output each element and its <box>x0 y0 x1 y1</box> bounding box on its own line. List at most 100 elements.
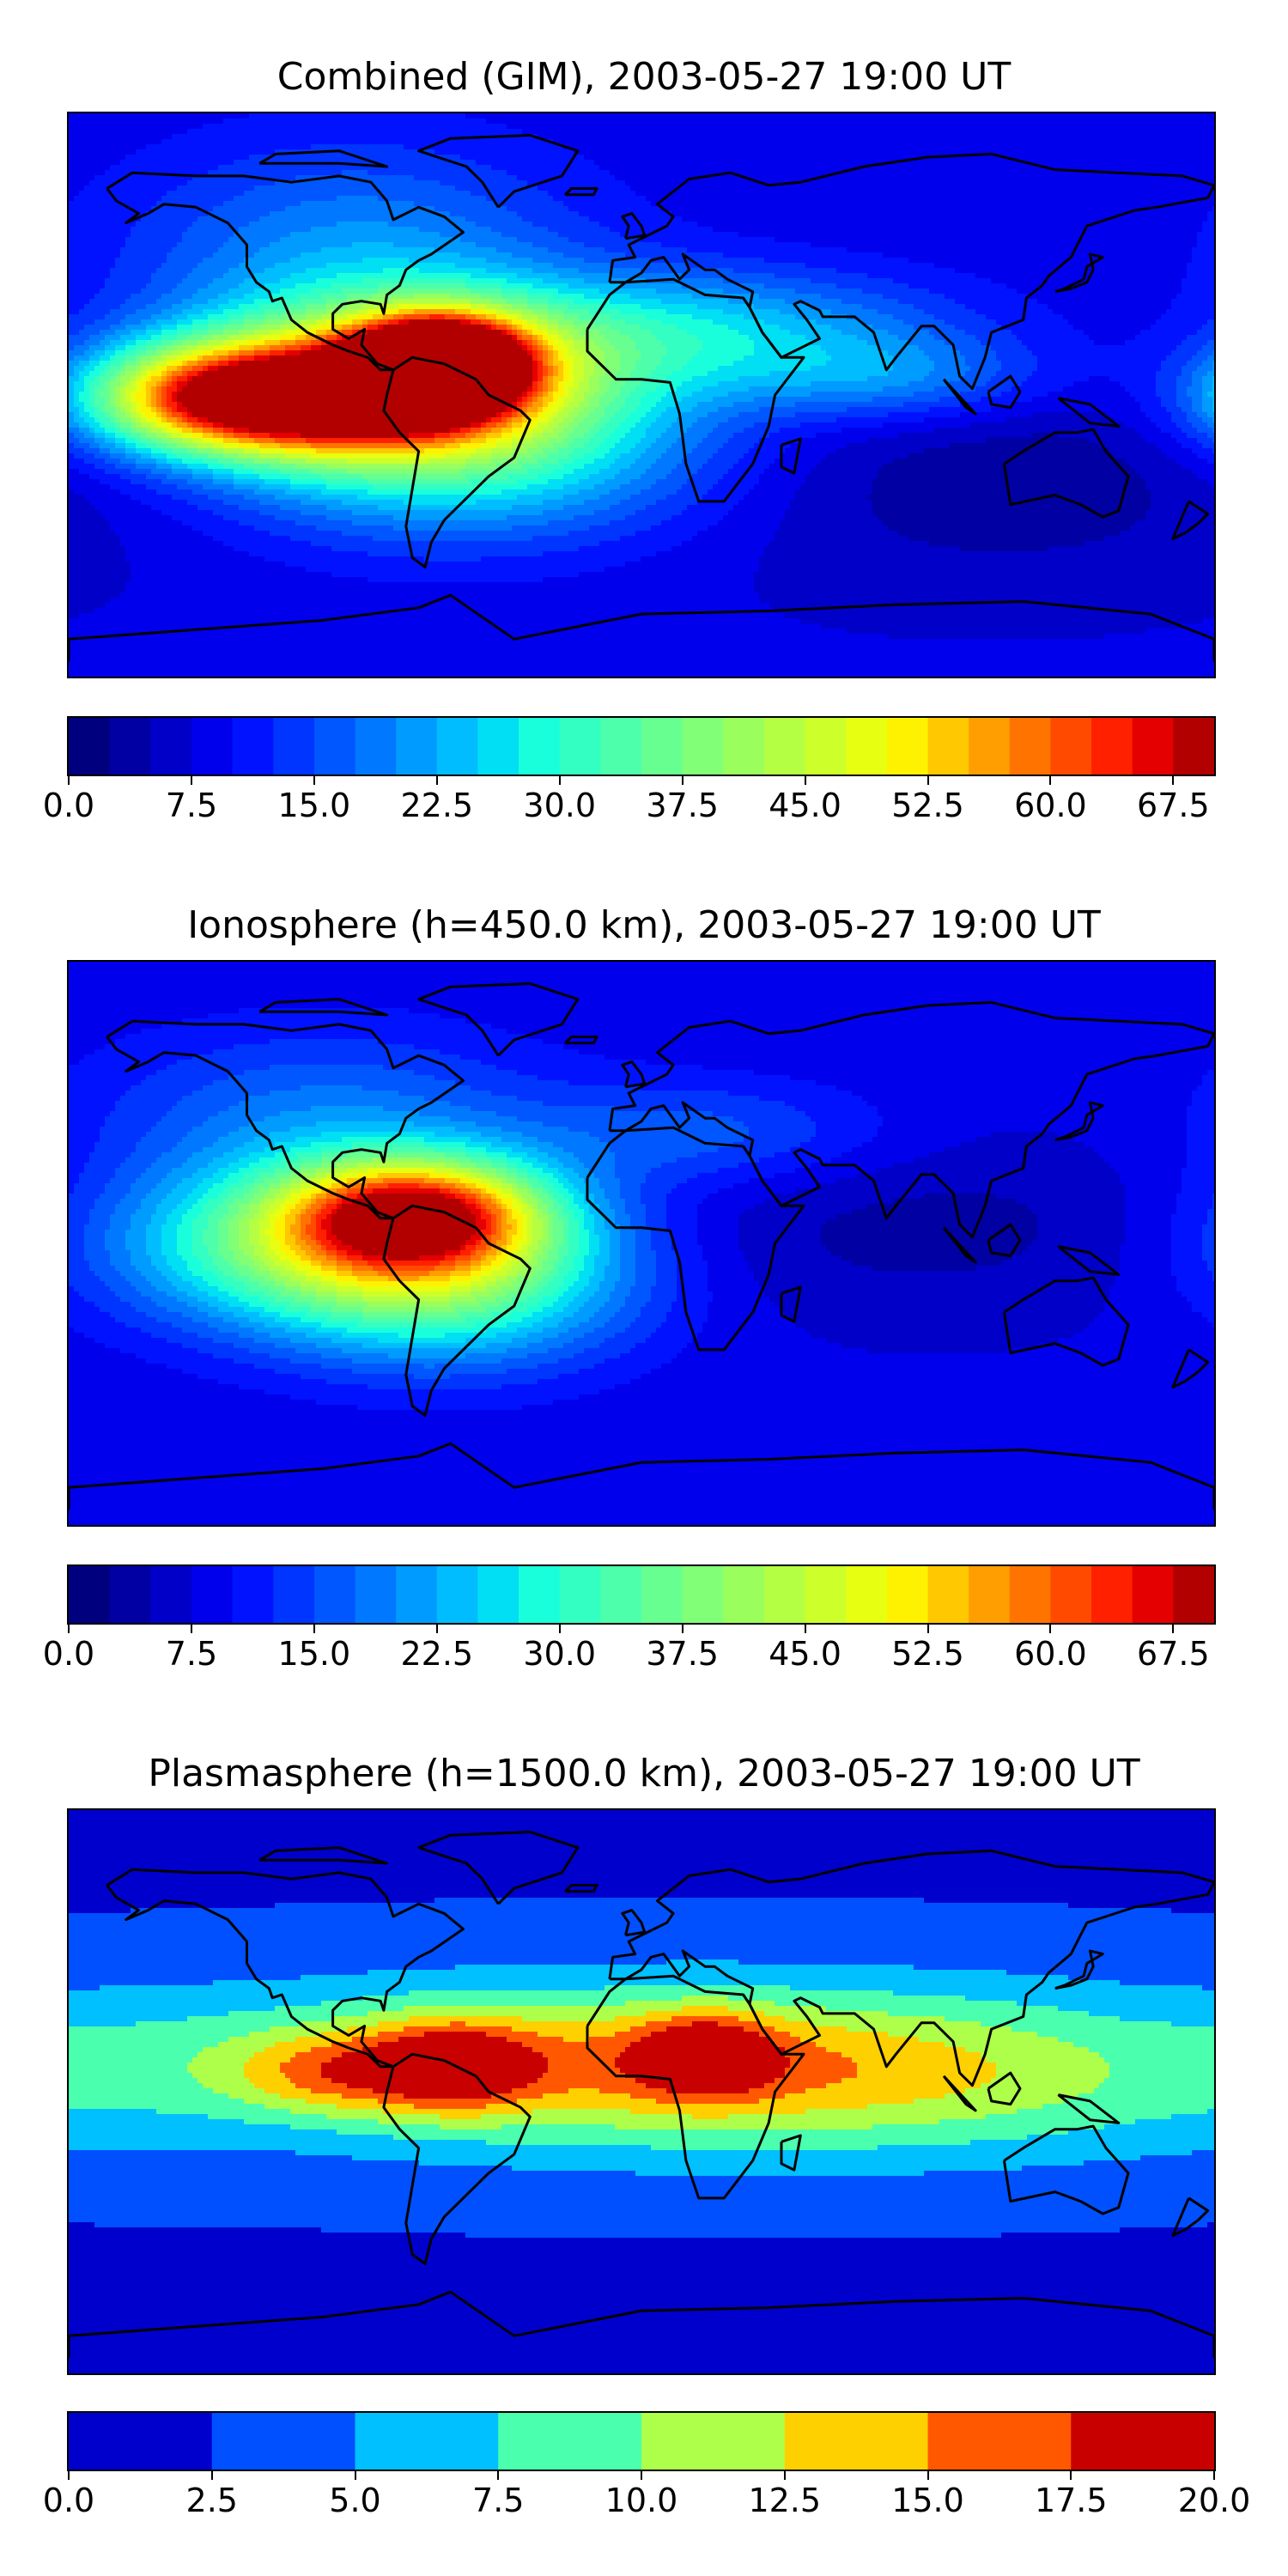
colorbar-tick-label: 12.5 <box>748 2482 821 2519</box>
colorbar-tick-label: 52.5 <box>891 787 964 824</box>
colorbar-tick-label: 15.0 <box>891 2482 964 2519</box>
colorbar-level-16 <box>723 1566 764 1623</box>
colorbar-level-26 <box>1133 718 1174 775</box>
colorbar-tick-label: 22.5 <box>400 787 473 824</box>
colorbar-tick-mark <box>1172 776 1174 785</box>
panel-2-map-svg <box>69 962 1214 1525</box>
colorbar-level-1 <box>110 718 151 775</box>
colorbar-level-8 <box>396 718 437 775</box>
colorbar-tick-mark <box>436 776 438 785</box>
colorbar-level-0 <box>69 718 110 775</box>
colorbar-level-5 <box>273 718 314 775</box>
panel-3-map <box>67 1808 1216 2375</box>
colorbar-level-11 <box>519 718 560 775</box>
colorbar-tick-label: 45.0 <box>769 787 841 824</box>
colorbar-tick-label: 17.5 <box>1035 2482 1108 2519</box>
colorbar-level-17 <box>764 718 805 775</box>
panel-3-colorbar-svg <box>69 2413 1214 2470</box>
panel-1-title: Combined (GIM), 2003-05-27 19:00 UT <box>0 55 1288 100</box>
colorbar-level-7 <box>1071 2413 1214 2470</box>
colorbar-level-18 <box>805 1566 847 1623</box>
panel-1-map-svg <box>69 113 1214 677</box>
panel-1-colorbar-ticks: 0.0 7.5 15.0 22.5 30.0 37.5 45.0 52.5 60.0 67.5 <box>67 776 1216 828</box>
colorbar-level-10 <box>477 718 519 775</box>
colorbar-level-14 <box>641 718 683 775</box>
colorbar-tick-label: 20.0 <box>1178 2482 1251 2519</box>
colorbar-level-24 <box>1050 718 1091 775</box>
panel-3-colorbar <box>67 2411 1216 2471</box>
colorbar-level-16 <box>723 718 764 775</box>
colorbar-tick-mark <box>1213 2471 1215 2480</box>
colorbar-tick-label: 22.5 <box>400 1635 473 1673</box>
colorbar-level-5 <box>785 2413 928 2470</box>
colorbar-level-0 <box>69 1566 110 1623</box>
colorbar-tick-label: 67.5 <box>1137 787 1210 824</box>
colorbar-tick-label: 37.5 <box>646 1635 719 1673</box>
colorbar-level-27 <box>1173 1566 1214 1623</box>
colorbar-tick-mark <box>682 1625 683 1633</box>
colorbar-tick-mark <box>784 2471 786 2480</box>
colorbar-level-27 <box>1173 718 1214 775</box>
colorbar-level-12 <box>560 718 601 775</box>
colorbar-level-9 <box>437 1566 478 1623</box>
colorbar-tick-label: 2.5 <box>186 2482 238 2519</box>
colorbar-tick-label: 15.0 <box>278 1635 351 1673</box>
colorbar-level-22 <box>969 718 1010 775</box>
colorbar-tick-mark <box>927 1625 929 1633</box>
colorbar-tick-label: 60.0 <box>1014 787 1087 824</box>
colorbar-level-17 <box>764 1566 805 1623</box>
colorbar-tick-mark <box>805 776 806 785</box>
colorbar-level-7 <box>355 718 397 775</box>
colorbar-tick-mark <box>68 776 70 785</box>
colorbar-tick-label: 52.5 <box>891 1635 964 1673</box>
colorbar-tick-mark <box>682 776 683 785</box>
colorbar-level-25 <box>1091 1566 1133 1623</box>
colorbar-level-11 <box>519 1566 560 1623</box>
colorbar-tick-label: 37.5 <box>646 787 719 824</box>
colorbar-level-4 <box>233 718 274 775</box>
colorbar-tick-mark <box>191 776 192 785</box>
colorbar-tick-label: 7.5 <box>472 2482 524 2519</box>
colorbar-level-23 <box>1010 1566 1051 1623</box>
colorbar-tick-label: 30.0 <box>523 787 596 824</box>
colorbar-level-26 <box>1133 1566 1174 1623</box>
colorbar-level-12 <box>560 1566 601 1623</box>
panel-3-title: Plasmasphere (h=1500.0 km), 2003-05-27 1… <box>0 1752 1288 1796</box>
panel-3-map-svg <box>69 1810 1214 2373</box>
colorbar-tick-mark <box>313 776 315 785</box>
colorbar-tick-label: 7.5 <box>166 787 217 824</box>
colorbar-level-8 <box>396 1566 437 1623</box>
colorbar-level-2 <box>150 1566 191 1623</box>
panel-1-map <box>67 112 1216 678</box>
colorbar-level-7 <box>355 1566 397 1623</box>
field-cells <box>69 962 1214 1525</box>
colorbar-tick-label: 67.5 <box>1137 1635 1210 1673</box>
colorbar-level-15 <box>683 718 724 775</box>
colorbar-level-21 <box>928 1566 969 1623</box>
panel-2-colorbar <box>67 1564 1216 1625</box>
colorbar-tick-mark <box>68 2471 70 2480</box>
colorbar-level-2 <box>150 718 191 775</box>
colorbar-level-18 <box>805 718 847 775</box>
colorbar-tick-label: 0.0 <box>43 787 94 824</box>
panel-2-colorbar-ticks: 0.0 7.5 15.0 22.5 30.0 37.5 45.0 52.5 60.0 67.5 <box>67 1625 1216 1676</box>
colorbar-level-4 <box>641 2413 785 2470</box>
colorbar-level-3 <box>498 2413 641 2470</box>
colorbar-tick-mark <box>1070 2471 1072 2480</box>
panel-1-colorbar-svg <box>69 718 1214 775</box>
colorbar-level-4 <box>233 1566 274 1623</box>
colorbar-level-13 <box>600 1566 641 1623</box>
colorbar-level-14 <box>641 1566 683 1623</box>
panel-2-colorbar-svg <box>69 1566 1214 1623</box>
colorbar-tick-mark <box>1049 776 1051 785</box>
colorbar-level-6 <box>314 1566 355 1623</box>
colorbar-level-15 <box>683 1566 724 1623</box>
colorbar-tick-label: 7.5 <box>166 1635 217 1673</box>
colorbar-tick-mark <box>559 776 561 785</box>
colorbar-tick-mark <box>1049 1625 1051 1633</box>
colorbar-tick-label: 0.0 <box>43 1635 94 1673</box>
colorbar-level-9 <box>437 718 478 775</box>
colorbar-level-22 <box>969 1566 1010 1623</box>
colorbar-level-20 <box>887 1566 928 1623</box>
colorbar-tick-mark <box>805 1625 806 1633</box>
